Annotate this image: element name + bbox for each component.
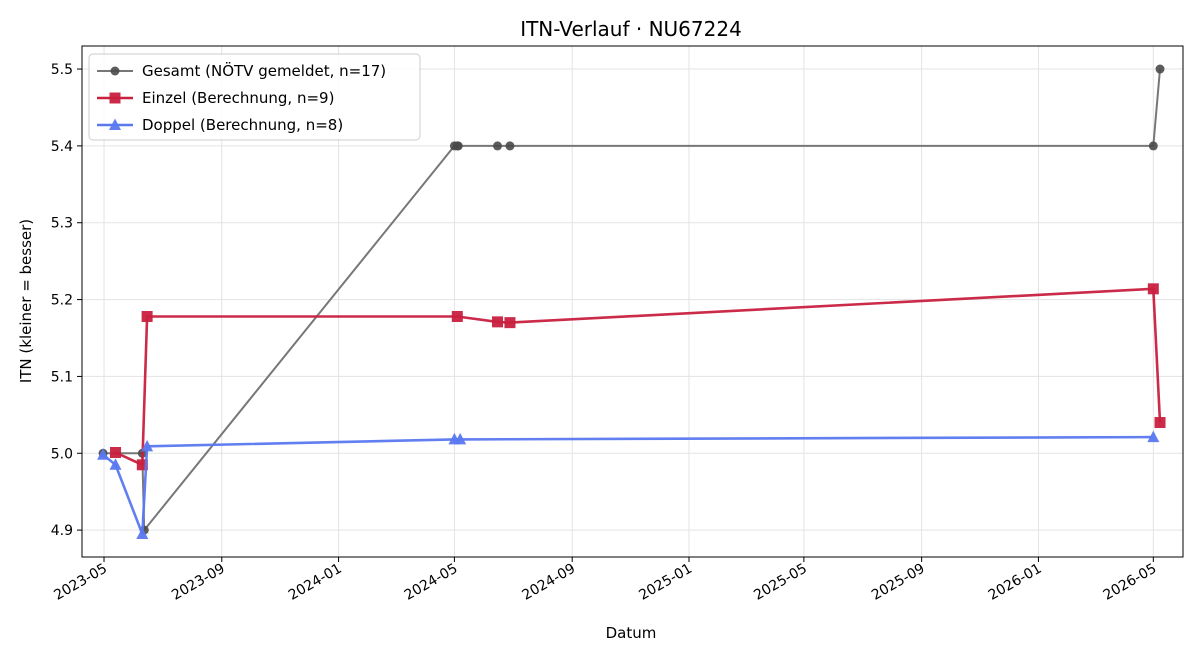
legend-items: Gesamt (NÖTV gemeldet, n=17) Einzel (Bere… [97,61,386,134]
data-point-doppel [454,432,467,445]
legend-label-gesamt: Gesamt (NÖTV gemeldet, n=17) [142,61,386,80]
chart-title: ITN-Verlauf · NU67224 [520,17,742,41]
x-axis-title: Datum [606,624,657,642]
series-line-einzel [114,287,1162,467]
legend-marker-gesamt [110,66,120,76]
legend-box [88,53,421,141]
data-point-einzel [504,317,516,329]
data-point-einzel [1154,417,1166,429]
data-point-doppel [1147,430,1160,443]
y-axis-title: ITN (kleiner = besser) [17,219,35,383]
y-tick-label: 5.2 [51,293,73,309]
y-tick-label: 5.1 [51,369,73,385]
y-axis-ticks: 4.9 5.0 5.1 5.2 5.3 5.4 5.5 [51,62,82,539]
y-tick-label: 5.0 [51,446,73,462]
data-point-gesamt [1148,141,1158,151]
y-tick-label: 5.4 [51,139,73,155]
series-einzel [110,283,1166,471]
data-point-doppel [136,527,149,539]
legend-label-einzel: Einzel (Berechnung, n=9) [142,89,334,107]
data-point-gesamt [493,141,503,151]
data-point-einzel [110,446,122,458]
legend-label-doppel: Doppel (Berechnung, n=8) [142,116,343,134]
y-tick-label: 5.5 [51,62,73,78]
data-point-gesamt [453,141,463,151]
legend-marker-doppel [109,118,121,130]
series-doppel [97,430,1160,539]
data-point-einzel [136,459,148,471]
data-point-gesamt [505,141,515,151]
y-tick-label: 4.9 [51,523,73,539]
data-point-doppel [97,448,110,460]
data-point-einzel [451,310,463,322]
y-tick-label: 5.3 [51,216,73,232]
data-point-einzel [1147,283,1159,295]
legend-marker-einzel [109,92,121,104]
data-point-doppel [141,439,154,452]
plot-frame [81,45,1184,558]
series-layer [97,64,1166,539]
data-point-einzel [141,310,153,322]
data-point-einzel [492,316,504,328]
data-point-gesamt [1155,64,1165,74]
data-point-doppel [109,458,122,470]
legend: Gesamt (NÖTV gemeldet, n=17) Einzel (Bere… [88,53,421,141]
